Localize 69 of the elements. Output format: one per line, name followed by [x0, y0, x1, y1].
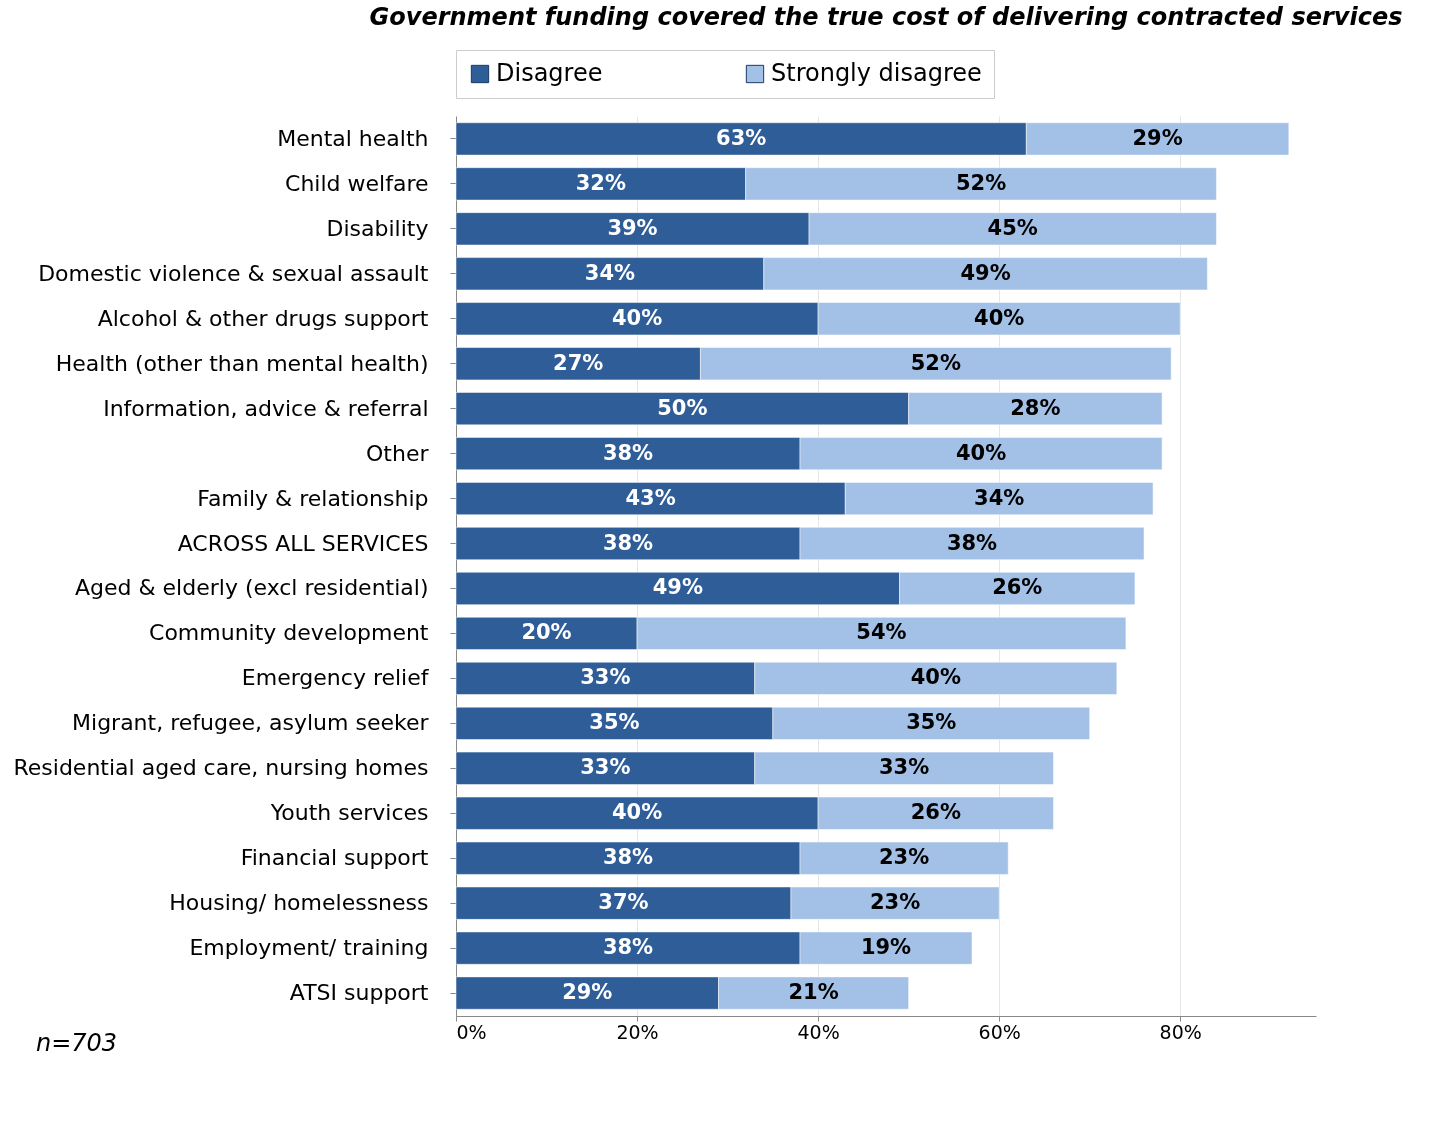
- y-tick-label: Migrant, refugee, asylum seeker: [72, 710, 430, 736]
- y-tick-label: Youth services: [269, 800, 429, 826]
- y-tick-label: Residential aged care, nursing homes: [13, 755, 429, 781]
- y-tick-label: Alcohol & other drugs support: [97, 305, 429, 331]
- data-label: 29%: [1132, 125, 1183, 150]
- data-label: 21%: [788, 980, 839, 1005]
- data-label: 26%: [992, 575, 1043, 600]
- data-label: 20%: [521, 620, 572, 645]
- y-tick-label: Disability: [326, 215, 429, 241]
- data-label: 38%: [602, 845, 654, 870]
- data-label: 39%: [607, 215, 658, 240]
- data-label: 32%: [575, 170, 626, 195]
- y-tick-label: Aged & elderly (excl residential): [74, 575, 429, 601]
- data-label: 35%: [589, 710, 640, 735]
- data-label: 35%: [906, 710, 957, 735]
- data-label: 33%: [878, 755, 930, 780]
- data-label: 63%: [716, 125, 767, 150]
- x-tick-label: 20%: [616, 1020, 659, 1043]
- data-label: 50%: [657, 395, 708, 420]
- y-tick-label: Health (other than mental health): [55, 350, 429, 376]
- y-tick-label: Housing/ homelessness: [169, 890, 429, 916]
- legend-label: Disagree: [496, 59, 603, 87]
- data-label: 52%: [910, 350, 961, 375]
- data-label: 28%: [1010, 395, 1061, 420]
- data-label: 40%: [611, 305, 663, 330]
- data-label: 23%: [878, 845, 930, 870]
- text: n=703: [36, 1029, 118, 1057]
- y-tick-label: Emergency relief: [241, 665, 430, 691]
- y-tick-label: Community development: [149, 620, 429, 646]
- data-label: 38%: [602, 935, 654, 960]
- y-tick-label: Mental health: [277, 125, 429, 151]
- chart-title: Government funding covered the true cost of delivering contracted services: [369, 2, 1403, 31]
- data-label: 38%: [602, 440, 654, 465]
- data-label: 38%: [946, 530, 998, 555]
- data-label: 52%: [955, 170, 1007, 195]
- y-tick-label: Child welfare: [285, 170, 429, 196]
- data-label: 23%: [869, 890, 921, 915]
- y-tick-label: Family & relationship: [197, 485, 429, 511]
- legend-label: Strongly disagree: [771, 59, 982, 87]
- data-label: 45%: [987, 215, 1038, 240]
- data-label: 34%: [974, 485, 1025, 510]
- x-tick-label: 40%: [797, 1020, 840, 1043]
- data-label: 26%: [910, 800, 961, 825]
- y-tick-label: Information, advice & referral: [103, 395, 429, 421]
- x-tick-label: 0%: [456, 1020, 487, 1043]
- data-label: 49%: [960, 260, 1011, 285]
- y-tick-label: Financial support: [240, 845, 429, 871]
- data-label: 19%: [860, 935, 912, 960]
- y-tick-label: Domestic violence & sexual assault: [38, 260, 429, 286]
- data-label: 38%: [602, 530, 654, 555]
- y-tick-label: Other: [366, 440, 430, 466]
- data-label: 40%: [974, 305, 1025, 330]
- data-label: 37%: [598, 890, 649, 915]
- data-label: 40%: [611, 800, 663, 825]
- data-label: 29%: [562, 980, 613, 1005]
- data-label: 40%: [910, 665, 961, 690]
- y-tick-label: ATSI support: [289, 980, 429, 1006]
- y-tick-label: Employment/ training: [189, 935, 429, 961]
- data-label: 33%: [580, 665, 631, 690]
- x-tick-label: 80%: [1159, 1020, 1202, 1043]
- data-label: 34%: [584, 260, 636, 285]
- data-label: 40%: [955, 440, 1007, 465]
- data-label: 49%: [652, 575, 703, 600]
- data-label: 54%: [856, 620, 907, 645]
- data-label: 33%: [580, 755, 631, 780]
- data-label: 27%: [553, 350, 604, 375]
- x-tick-label: 60%: [978, 1020, 1021, 1043]
- data-label: 43%: [625, 485, 676, 510]
- y-tick-label: ACROSS ALL SERVICES: [177, 530, 429, 556]
